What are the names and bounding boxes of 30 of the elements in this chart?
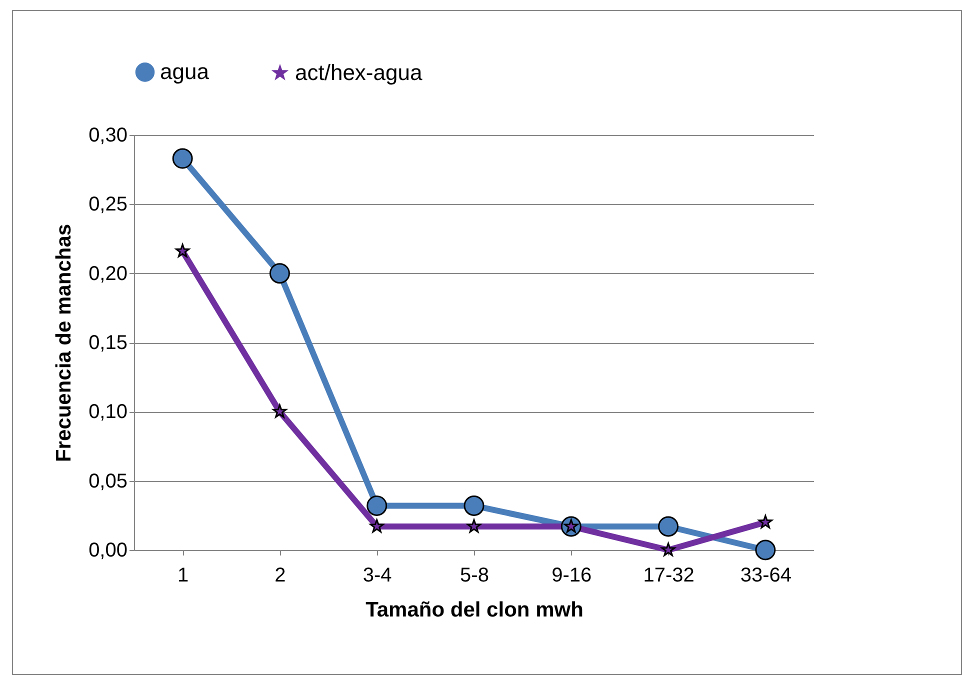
y-tick-label: 0,05 bbox=[88, 470, 128, 492]
point bbox=[755, 540, 776, 560]
x-tick-label: 3-4 bbox=[362, 564, 392, 586]
point bbox=[658, 516, 679, 537]
x-tick-label: 1 bbox=[178, 564, 189, 586]
y-tick-label: 0,20 bbox=[88, 262, 128, 285]
y-tick-label: 0,00 bbox=[88, 540, 128, 562]
x-tick-label: 2 bbox=[274, 564, 286, 586]
y-tick-label: 0,15 bbox=[88, 332, 128, 354]
x-tick-label: 9-16 bbox=[552, 564, 592, 586]
y-tick-label: 0,10 bbox=[88, 401, 128, 424]
legend-label: agua bbox=[160, 59, 210, 84]
point bbox=[370, 519, 384, 533]
point bbox=[269, 263, 290, 284]
x-axis-title: Tamaño del clon mwh bbox=[366, 598, 584, 622]
y-tick-label: 0,30 bbox=[88, 124, 128, 146]
point bbox=[172, 148, 193, 169]
y-axis-title: Frecuencia de manchas bbox=[52, 224, 76, 462]
point bbox=[661, 542, 676, 556]
x-tick-label: 5-8 bbox=[460, 564, 489, 586]
point bbox=[466, 519, 482, 533]
point bbox=[272, 404, 287, 418]
legend-label: act/hex-agua bbox=[295, 60, 423, 85]
point bbox=[464, 496, 484, 516]
x-tick-label: 17-32 bbox=[643, 564, 694, 586]
y-tick-label: 0,25 bbox=[88, 194, 128, 216]
x-tick-label: 33-64 bbox=[740, 564, 792, 586]
point bbox=[366, 496, 388, 516]
point bbox=[758, 514, 772, 528]
point bbox=[176, 244, 190, 258]
